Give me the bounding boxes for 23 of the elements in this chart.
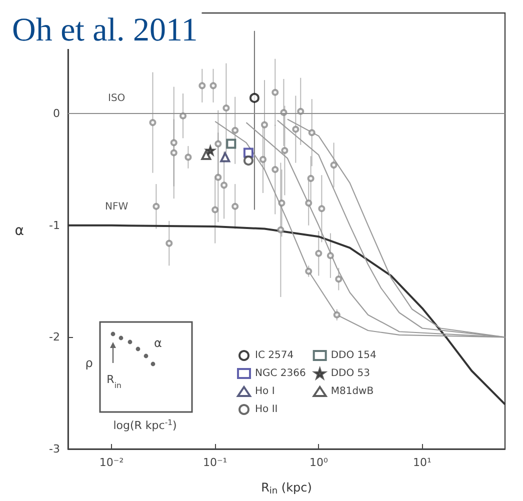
annotation: ρ <box>85 356 93 370</box>
legend-label: Ho I <box>255 386 275 397</box>
x-tick-label: 10¹ <box>413 456 432 469</box>
x-tick-label: 10⁻² <box>99 456 124 469</box>
annotation: NFW <box>105 202 128 212</box>
ref-line-label: ISO <box>108 93 126 104</box>
annotation: log(R kpc$^{-1}$) <box>113 418 177 432</box>
y-tick-label: -3 <box>49 442 60 456</box>
annotation: R$_{in}$ <box>106 373 122 390</box>
x-tick-label: 10⁻¹ <box>202 456 228 469</box>
y-tick-label: 0 <box>53 107 60 120</box>
x-tick-label: 10⁰ <box>309 456 328 469</box>
legend-label: M81dwB <box>330 386 374 397</box>
legend-label: IC 2574 <box>255 350 294 361</box>
y-tick-label: -2 <box>49 330 60 344</box>
annotation: α <box>154 336 162 350</box>
legend-label: NGC 2366 <box>255 368 306 379</box>
legend-label: DDO 154 <box>330 350 376 361</box>
y-tick-label: -1 <box>49 218 60 232</box>
legend-label: Ho II <box>255 404 278 415</box>
chart-title: Oh et al. 2011 <box>12 12 198 48</box>
y-axis-title: α <box>14 223 24 239</box>
legend-label: DDO 53 <box>330 368 370 379</box>
